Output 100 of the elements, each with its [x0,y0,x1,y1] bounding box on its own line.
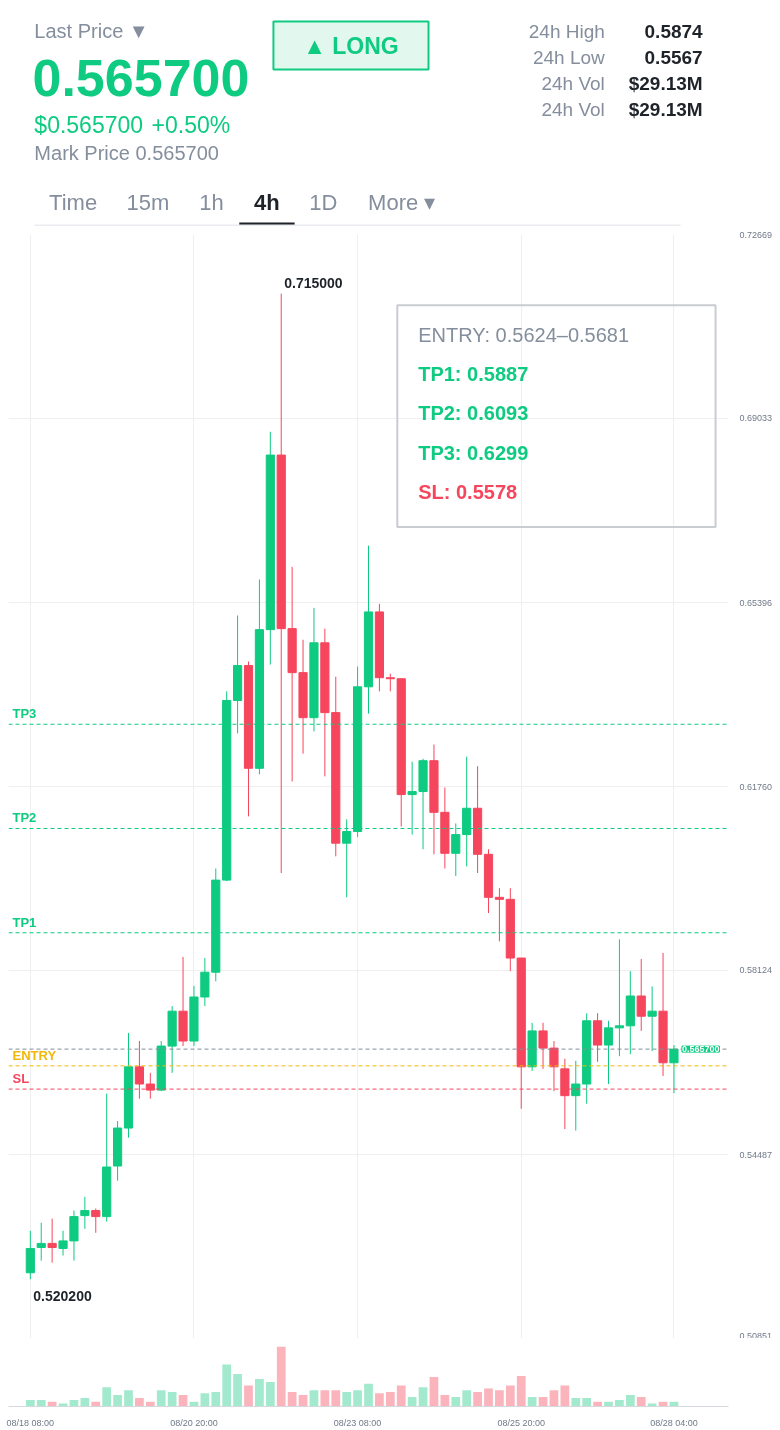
y-tick-label: 0.58124 [739,965,773,976]
annotation: ENTRY: 0.5624–0.5681 [418,323,630,346]
text: 24h Low [532,47,606,68]
y-tick-label: 0.65396 [739,597,773,608]
candlestick [47,1218,57,1264]
annotation: TP1: 0.5887 [418,363,529,386]
bar [462,1390,472,1407]
text: +0.50% [151,111,231,138]
text: More ▾ [368,190,436,215]
ref-line-label: SL [12,1071,30,1087]
bar [156,1390,166,1407]
annotation: TP2: 0.6093 [418,402,529,425]
text: $29.13M [628,99,703,120]
bar [342,1392,352,1407]
text: 15m [126,190,170,215]
bar [516,1375,526,1407]
bar [527,1396,537,1407]
bar [636,1396,646,1407]
bar [124,1390,133,1407]
x-tick-label: 08/23 08:00 [333,1417,382,1428]
bar [505,1385,515,1407]
bar [396,1385,406,1407]
annotation: TP3: 0.6299 [418,441,529,464]
candlestick [614,938,624,1057]
bar [102,1387,112,1407]
bar [233,1374,242,1407]
candlestick [91,1208,101,1234]
text: 1D [309,190,338,215]
text: Time [49,190,98,215]
text: Mark Price 0.565700 [34,141,219,164]
y-tick-label: 0.61760 [739,781,773,792]
annotation: 0.715000 [284,274,343,291]
candlestick [538,1022,548,1070]
text: 4h [254,190,280,215]
bar [484,1388,493,1407]
ref-line-label: TP2 [12,810,37,826]
text: $29.13M [628,73,703,94]
bar [200,1393,210,1407]
y-tick-label: 0.54487 [739,1149,773,1160]
candlestick [494,887,504,942]
candlestick [58,1230,68,1257]
text: 0.5567 [644,47,703,68]
bar [309,1390,319,1407]
bar [582,1398,592,1407]
bar [25,1399,35,1407]
text: 24h Vol [541,99,605,120]
text: 24h Vol [541,73,605,94]
bar [36,1399,46,1407]
bar [429,1377,439,1407]
y-tick-label: 0.72669 [739,229,773,240]
bar [222,1364,232,1407]
bar [495,1390,504,1407]
bar [265,1381,275,1407]
bar [473,1392,482,1407]
bar [418,1387,428,1407]
bar [549,1390,559,1407]
bar [211,1392,221,1407]
y-tick-label: 0.69033 [739,413,773,424]
bar [113,1395,122,1407]
text: ▲ LONG [303,32,399,59]
bar [407,1396,417,1407]
bar [353,1390,362,1407]
text: Last Price ▼ [34,19,149,42]
annotation: SL: 0.5578 [418,480,518,503]
x-tick-label: 08/20 20:00 [170,1417,218,1428]
candlestick [647,985,657,1052]
bar [135,1398,144,1407]
bar [276,1346,286,1407]
text: $0.565700 [34,111,144,138]
candlestick [603,1020,614,1085]
bar [320,1390,330,1407]
bar [287,1392,297,1407]
bar [331,1390,341,1407]
bar [615,1399,624,1407]
ref-line-label: ENTRY [12,1047,57,1063]
candlestick [669,1044,679,1094]
bar [571,1398,581,1407]
ref-line-label: TP3 [12,706,37,722]
candlestick [636,958,646,1032]
text: 24h High [528,21,605,42]
bar [167,1392,177,1407]
bar [364,1383,373,1407]
x-tick-label: 08/28 04:00 [650,1417,698,1428]
text: 1h [199,190,224,215]
bar [244,1385,253,1407]
bar [385,1392,395,1407]
x-tick-label: 08/18 08:00 [6,1417,55,1428]
bar [625,1395,635,1407]
bar [375,1393,384,1407]
candlestick [36,1222,46,1262]
text: 0.5874 [644,21,704,42]
y-tick-label: 0.50851 [739,1330,773,1341]
bar [255,1378,264,1407]
x-tick-label: 08/25 20:00 [497,1417,545,1428]
annotation: 0.520200 [33,1288,92,1305]
text: 0.565700 [32,48,250,107]
ref-line-label: TP1 [12,914,37,930]
annotation: 0.565700 [681,1044,720,1055]
candlestick [80,1196,90,1230]
bar [451,1396,461,1407]
